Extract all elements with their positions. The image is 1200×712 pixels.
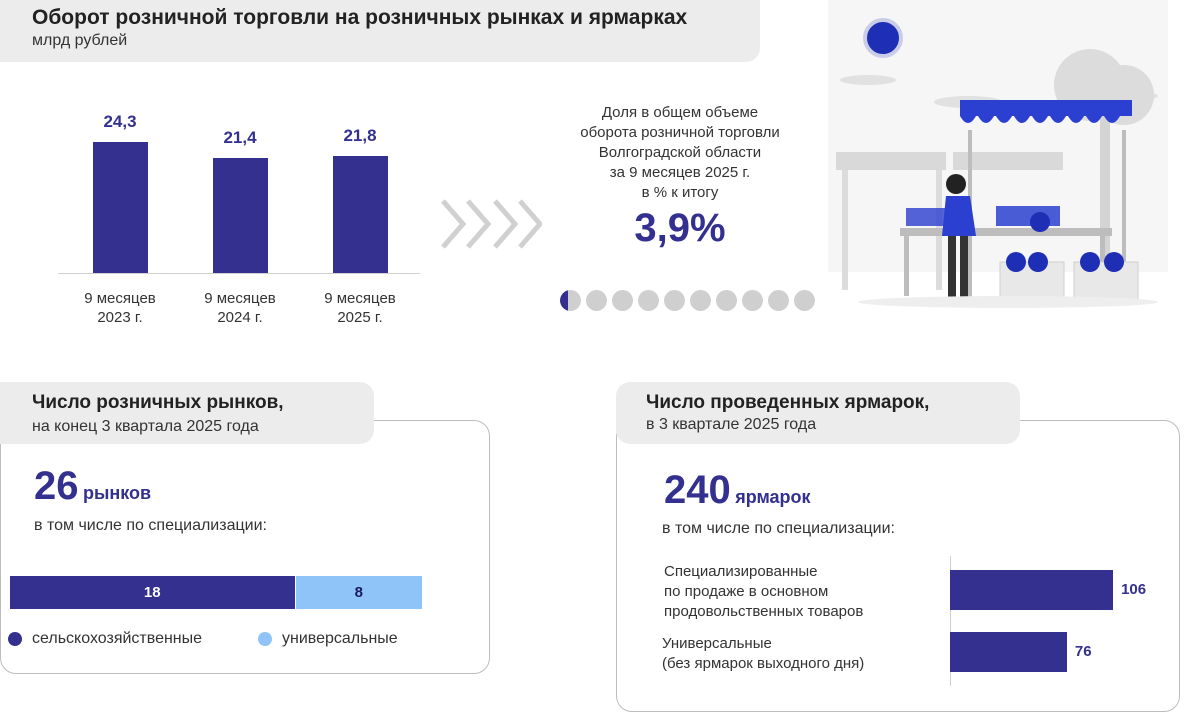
share-dot-indicator [560, 290, 815, 311]
category-line: 2024 г. [217, 309, 263, 326]
fairs-subtitle: в 3 квартале 2025 года [646, 416, 817, 433]
share-value: 3,9% [634, 206, 726, 250]
legend-item: универсальные [258, 630, 398, 648]
markets-panel [0, 420, 490, 674]
chart-baseline [58, 273, 420, 274]
legend-dot-icon [258, 632, 272, 646]
share-line: за 9 месяцев 2025 г. [609, 164, 751, 181]
category-line: 9 месяцев [204, 290, 276, 307]
legend-dot-icon [8, 632, 22, 646]
category-line: Специализированные [664, 563, 818, 580]
share-description: Доля в общем объеме оборота розничной тор… [552, 103, 808, 203]
sun-icon [863, 18, 903, 58]
share-dot [690, 290, 711, 311]
category-label: Универсальные (без ярмарок выходного дня) [662, 634, 942, 674]
turnover-bar-chart: 24,3 9 месяцев 2023 г. 21,4 9 месяцев 2024 г.… [58, 95, 420, 335]
markets-count: 26 [34, 464, 79, 508]
fairs-unit: ярмарок [735, 487, 811, 507]
share-dot [742, 290, 763, 311]
share-dot [716, 290, 737, 311]
category-line: (без ярмарок выходного дня) [662, 655, 865, 672]
share-dot [664, 290, 685, 311]
hbar-2 [950, 632, 1067, 672]
category-line: 9 месяцев [84, 290, 156, 307]
bar-value-label: 21,4 [223, 127, 257, 147]
markets-stacked-bar: 18 8 [10, 576, 422, 609]
fairs-panel-header [616, 382, 1020, 444]
markets-legend: сельскохозяйственные универсальные [8, 630, 478, 652]
markets-panel-header [0, 382, 374, 444]
fairs-note: в том числе по специализации: [662, 520, 895, 537]
share-dot [768, 290, 789, 311]
category-line: 2023 г. [97, 309, 143, 326]
markets-note: в том числе по специализации: [34, 517, 267, 534]
fairs-count-row: 240 ярмарок [664, 468, 811, 513]
markets-title: Число розничных рынков, [32, 392, 284, 413]
category-line: продовольственных товаров [664, 603, 864, 620]
bar-3 [332, 155, 388, 273]
bar-2 [212, 157, 268, 273]
hbar-value-label: 106 [1121, 581, 1147, 598]
bar-category-label: 9 месяцев 2025 г. [300, 289, 420, 327]
markets-count-row: 26 рынков [34, 464, 151, 509]
fairs-axis-line [950, 556, 951, 686]
market-stall-illustration [828, 0, 1168, 308]
bar-value-label: 21,8 [343, 125, 377, 145]
category-label: Специализированные по продаже в основном п… [664, 562, 944, 622]
share-line: Доля в общем объеме [601, 104, 759, 121]
hbar-value-label: 76 [1074, 643, 1092, 660]
fairs-count: 240 [664, 468, 731, 512]
stack-segment-2: 8 [294, 576, 422, 609]
hbar-1 [950, 570, 1114, 610]
header-banner [0, 0, 760, 62]
share-line: Волгоградской области [598, 144, 762, 161]
share-dot [638, 290, 659, 311]
share-dot [612, 290, 633, 311]
legend-label: сельскохозяйственные [32, 630, 203, 647]
fairs-panel [616, 420, 1180, 712]
page-title: Оборот розничной торговли на розничных р… [32, 6, 688, 29]
share-line: оборота розничной торговли [580, 124, 780, 141]
fairs-title: Число проведенных ярмарок, [646, 392, 930, 413]
category-line: 9 месяцев [324, 290, 396, 307]
legend-item: сельскохозяйственные [8, 630, 202, 648]
page-subtitle: млрд рублей [32, 32, 128, 49]
category-line: по продаже в основном [664, 583, 829, 600]
markets-subtitle: на конец 3 квартала 2025 года [32, 418, 259, 435]
stack-segment-1: 18 [10, 576, 295, 609]
chevrons-arrow-icon [441, 199, 542, 249]
share-dot [586, 290, 607, 311]
markets-unit: рынков [82, 483, 152, 503]
share-dot [794, 290, 815, 311]
legend-label: универсальные [282, 630, 398, 647]
bar-category-label: 9 месяцев 2024 г. [180, 289, 300, 327]
bar-1 [92, 142, 148, 273]
category-line: Универсальные [662, 635, 772, 652]
bar-category-label: 9 месяцев 2023 г. [60, 289, 180, 327]
bar-value-label: 24,3 [103, 112, 137, 132]
fairs-bar-chart: Специализированные по продаже в основном п… [660, 556, 1180, 689]
share-line: в % к итогу [641, 184, 719, 201]
category-line: 2025 г. [337, 309, 383, 326]
share-dot [560, 290, 581, 311]
